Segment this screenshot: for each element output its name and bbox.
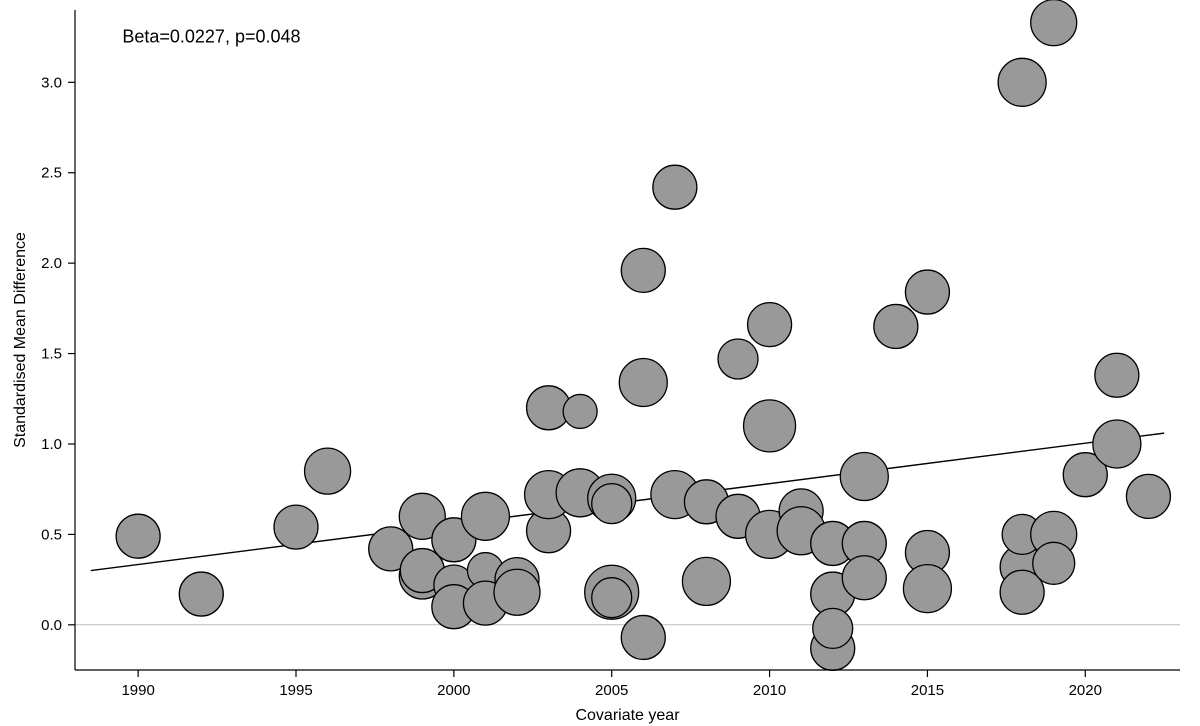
data-point [1095,353,1139,397]
data-point [1093,420,1141,468]
data-point [592,484,632,524]
data-point [653,165,697,209]
data-point [682,557,730,605]
y-axis-label: Standardised Mean Difference [12,232,29,448]
data-point [874,304,918,348]
data-point [461,492,509,540]
y-tick-label: 1.5 [41,346,62,363]
data-point [840,453,888,501]
data-point [744,400,796,452]
x-tick-label: 2000 [437,682,470,699]
x-tick-label: 2015 [911,682,944,699]
data-point [592,578,632,618]
data-point [1126,474,1170,518]
data-point [903,565,951,613]
x-tick-label: 2010 [753,682,786,699]
data-point [116,514,160,558]
y-tick-label: 1.0 [41,436,62,453]
data-point [1031,0,1077,46]
data-point [621,615,665,659]
data-point [179,572,223,616]
x-tick-label: 2005 [595,682,628,699]
data-point [998,58,1046,106]
data-point [621,248,665,292]
x-tick-label: 1995 [279,682,312,699]
annotation-text: Beta=0.0227, p=0.048 [122,27,300,47]
y-tick-label: 0.0 [41,617,62,634]
y-tick-label: 2.0 [41,255,62,272]
data-point [748,303,792,347]
data-point [274,505,318,549]
data-point [905,270,949,314]
data-point [494,569,540,615]
y-tick-label: 2.5 [41,165,62,182]
chart-svg: 1990 1995 2000 2005 2010 2015 2020 0.0 0.5 1.0 1.5… [0,0,1200,726]
data-point [813,608,853,648]
data-point [842,556,886,600]
data-point [619,358,667,406]
y-tick-label: 0.5 [41,526,62,543]
data-point [718,339,758,379]
data-point [305,448,351,494]
y-tick-label: 3.0 [41,74,62,91]
data-point [1033,542,1075,584]
data-point [563,394,597,428]
x-axis-label: Covariate year [575,707,680,724]
x-tick-label: 2020 [1069,682,1102,699]
x-tick-label: 1990 [121,682,154,699]
scatter-chart: 1990 1995 2000 2005 2010 2015 2020 0.0 0.5 1.0 1.5… [0,0,1200,726]
